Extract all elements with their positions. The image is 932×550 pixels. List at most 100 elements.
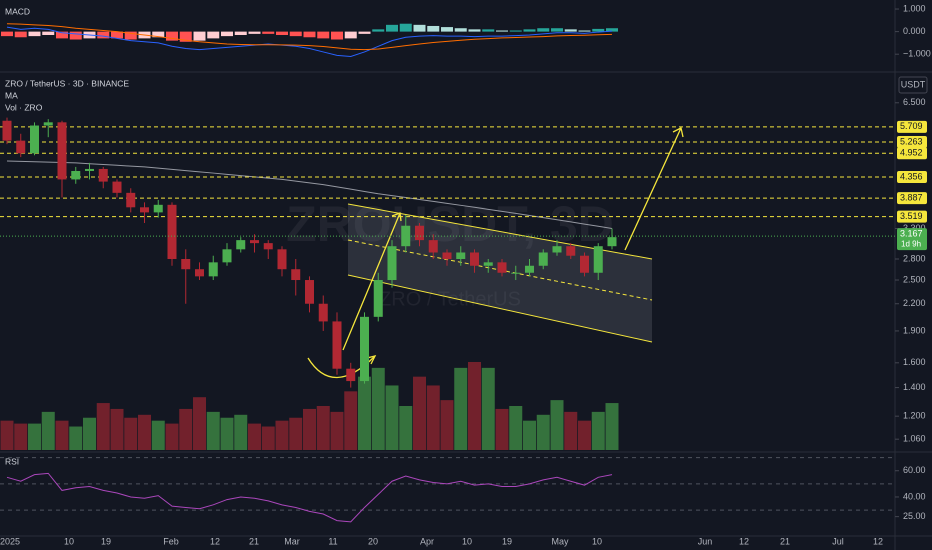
x-tick-label: May <box>551 536 569 546</box>
currency-box <box>898 76 928 94</box>
x-tick-label: 12 <box>873 536 883 546</box>
volume-bar <box>358 376 371 450</box>
y-tick-label: 3.300 <box>903 223 926 233</box>
watermark-sub: ZRO / TetherUS <box>379 288 521 310</box>
volume-bar <box>165 423 179 450</box>
candle-body <box>2 120 12 141</box>
candle-body <box>387 246 397 281</box>
y-tick-label: 2.500 <box>903 274 926 284</box>
candle-body <box>181 259 191 270</box>
volume-bar <box>399 406 413 450</box>
macd-histogram <box>606 28 618 32</box>
rsi-tick-label: 40.00 <box>903 491 926 501</box>
macd-histogram <box>592 28 605 32</box>
level-label: 5.709 <box>900 121 923 131</box>
macd-histogram <box>344 31 357 39</box>
rsi-line <box>6 472 613 523</box>
volume-bar <box>14 423 28 450</box>
x-tick-label: 12 <box>210 536 220 546</box>
macd-histogram <box>578 30 591 32</box>
rsi-tick-label: 25.00 <box>903 511 926 521</box>
volume-bar <box>261 426 275 450</box>
macd-histogram <box>399 23 412 32</box>
macd-histogram <box>372 29 385 32</box>
candle-body <box>98 168 108 182</box>
candle-body <box>112 181 122 193</box>
candle-body <box>277 249 287 270</box>
macd-histogram <box>193 31 206 41</box>
level-tag <box>897 147 927 160</box>
macd-histogram <box>537 28 550 32</box>
macd-histogram <box>413 24 426 32</box>
candle-body <box>222 249 232 263</box>
x-tick-label: Mar <box>284 536 300 546</box>
candle-body <box>593 246 603 273</box>
y-tick-label: 1.200 <box>903 411 926 421</box>
candle-body <box>442 252 452 260</box>
candle-body <box>140 207 149 213</box>
volume-bar <box>83 417 96 450</box>
x-tick-label: 11 <box>328 536 337 546</box>
volume-bar <box>495 408 509 450</box>
level-tag <box>897 192 927 205</box>
volume-bar <box>523 420 536 450</box>
arrow-head <box>366 355 377 365</box>
candle-body <box>85 168 94 171</box>
x-tick-label: 2025 <box>0 536 20 546</box>
candle-body <box>346 368 356 382</box>
x-tick-label: 20 <box>368 536 378 546</box>
candle-body <box>126 192 136 208</box>
volume-bar <box>138 414 151 450</box>
volume-bar <box>289 417 303 450</box>
candle-body <box>195 269 204 277</box>
volume-bar <box>578 420 591 450</box>
volume-bar <box>468 362 481 450</box>
candle-body <box>332 321 342 369</box>
level-label: 3.887 <box>900 193 923 203</box>
volume-bar <box>371 367 385 450</box>
macd-histogram <box>289 31 302 37</box>
volume-bar <box>220 417 234 450</box>
ma-label: MA <box>5 90 18 100</box>
candle-body <box>525 265 534 273</box>
macd-histogram <box>124 31 137 40</box>
x-tick-label: 21 <box>780 536 790 546</box>
macd-histogram <box>221 31 233 37</box>
volume-bar <box>316 406 330 450</box>
level-tag <box>897 210 927 223</box>
x-tick-label: Feb <box>163 536 179 546</box>
volume-bar <box>413 376 426 450</box>
level-label: 4.952 <box>900 148 923 158</box>
volume-bar <box>179 408 193 450</box>
x-tick-label: 12 <box>739 536 749 546</box>
volume-bar <box>69 426 83 450</box>
macd-label: MACD <box>5 6 30 16</box>
x-tick-label: 19 <box>101 536 111 546</box>
macd-histogram <box>523 29 536 32</box>
volume-bar <box>440 400 454 450</box>
x-tick-label: 19 <box>502 536 512 546</box>
macd-histogram <box>248 31 261 34</box>
level-tag <box>897 171 927 184</box>
level-label: 5.263 <box>900 136 923 146</box>
volume-bar <box>96 403 110 450</box>
candle-body <box>153 204 163 213</box>
macd-histogram <box>42 31 55 35</box>
level-label: 4.356 <box>900 171 923 181</box>
volume-bar <box>234 414 248 450</box>
y-tick-label: 2.800 <box>903 253 926 263</box>
volume-bar <box>344 391 358 450</box>
candle-body <box>208 262 218 277</box>
macd-histogram <box>28 31 41 37</box>
candle-body <box>30 125 39 154</box>
candle-body <box>291 269 301 281</box>
x-tick-label: 10 <box>64 536 74 546</box>
x-tick-label: 10 <box>462 536 472 546</box>
macd-tick-label: −1.000 <box>903 49 931 59</box>
level-label: 3.519 <box>900 211 923 221</box>
volume-bar <box>151 420 165 450</box>
watermark: ZROUSDT, 3D <box>286 196 614 252</box>
macd-histogram <box>441 27 453 32</box>
